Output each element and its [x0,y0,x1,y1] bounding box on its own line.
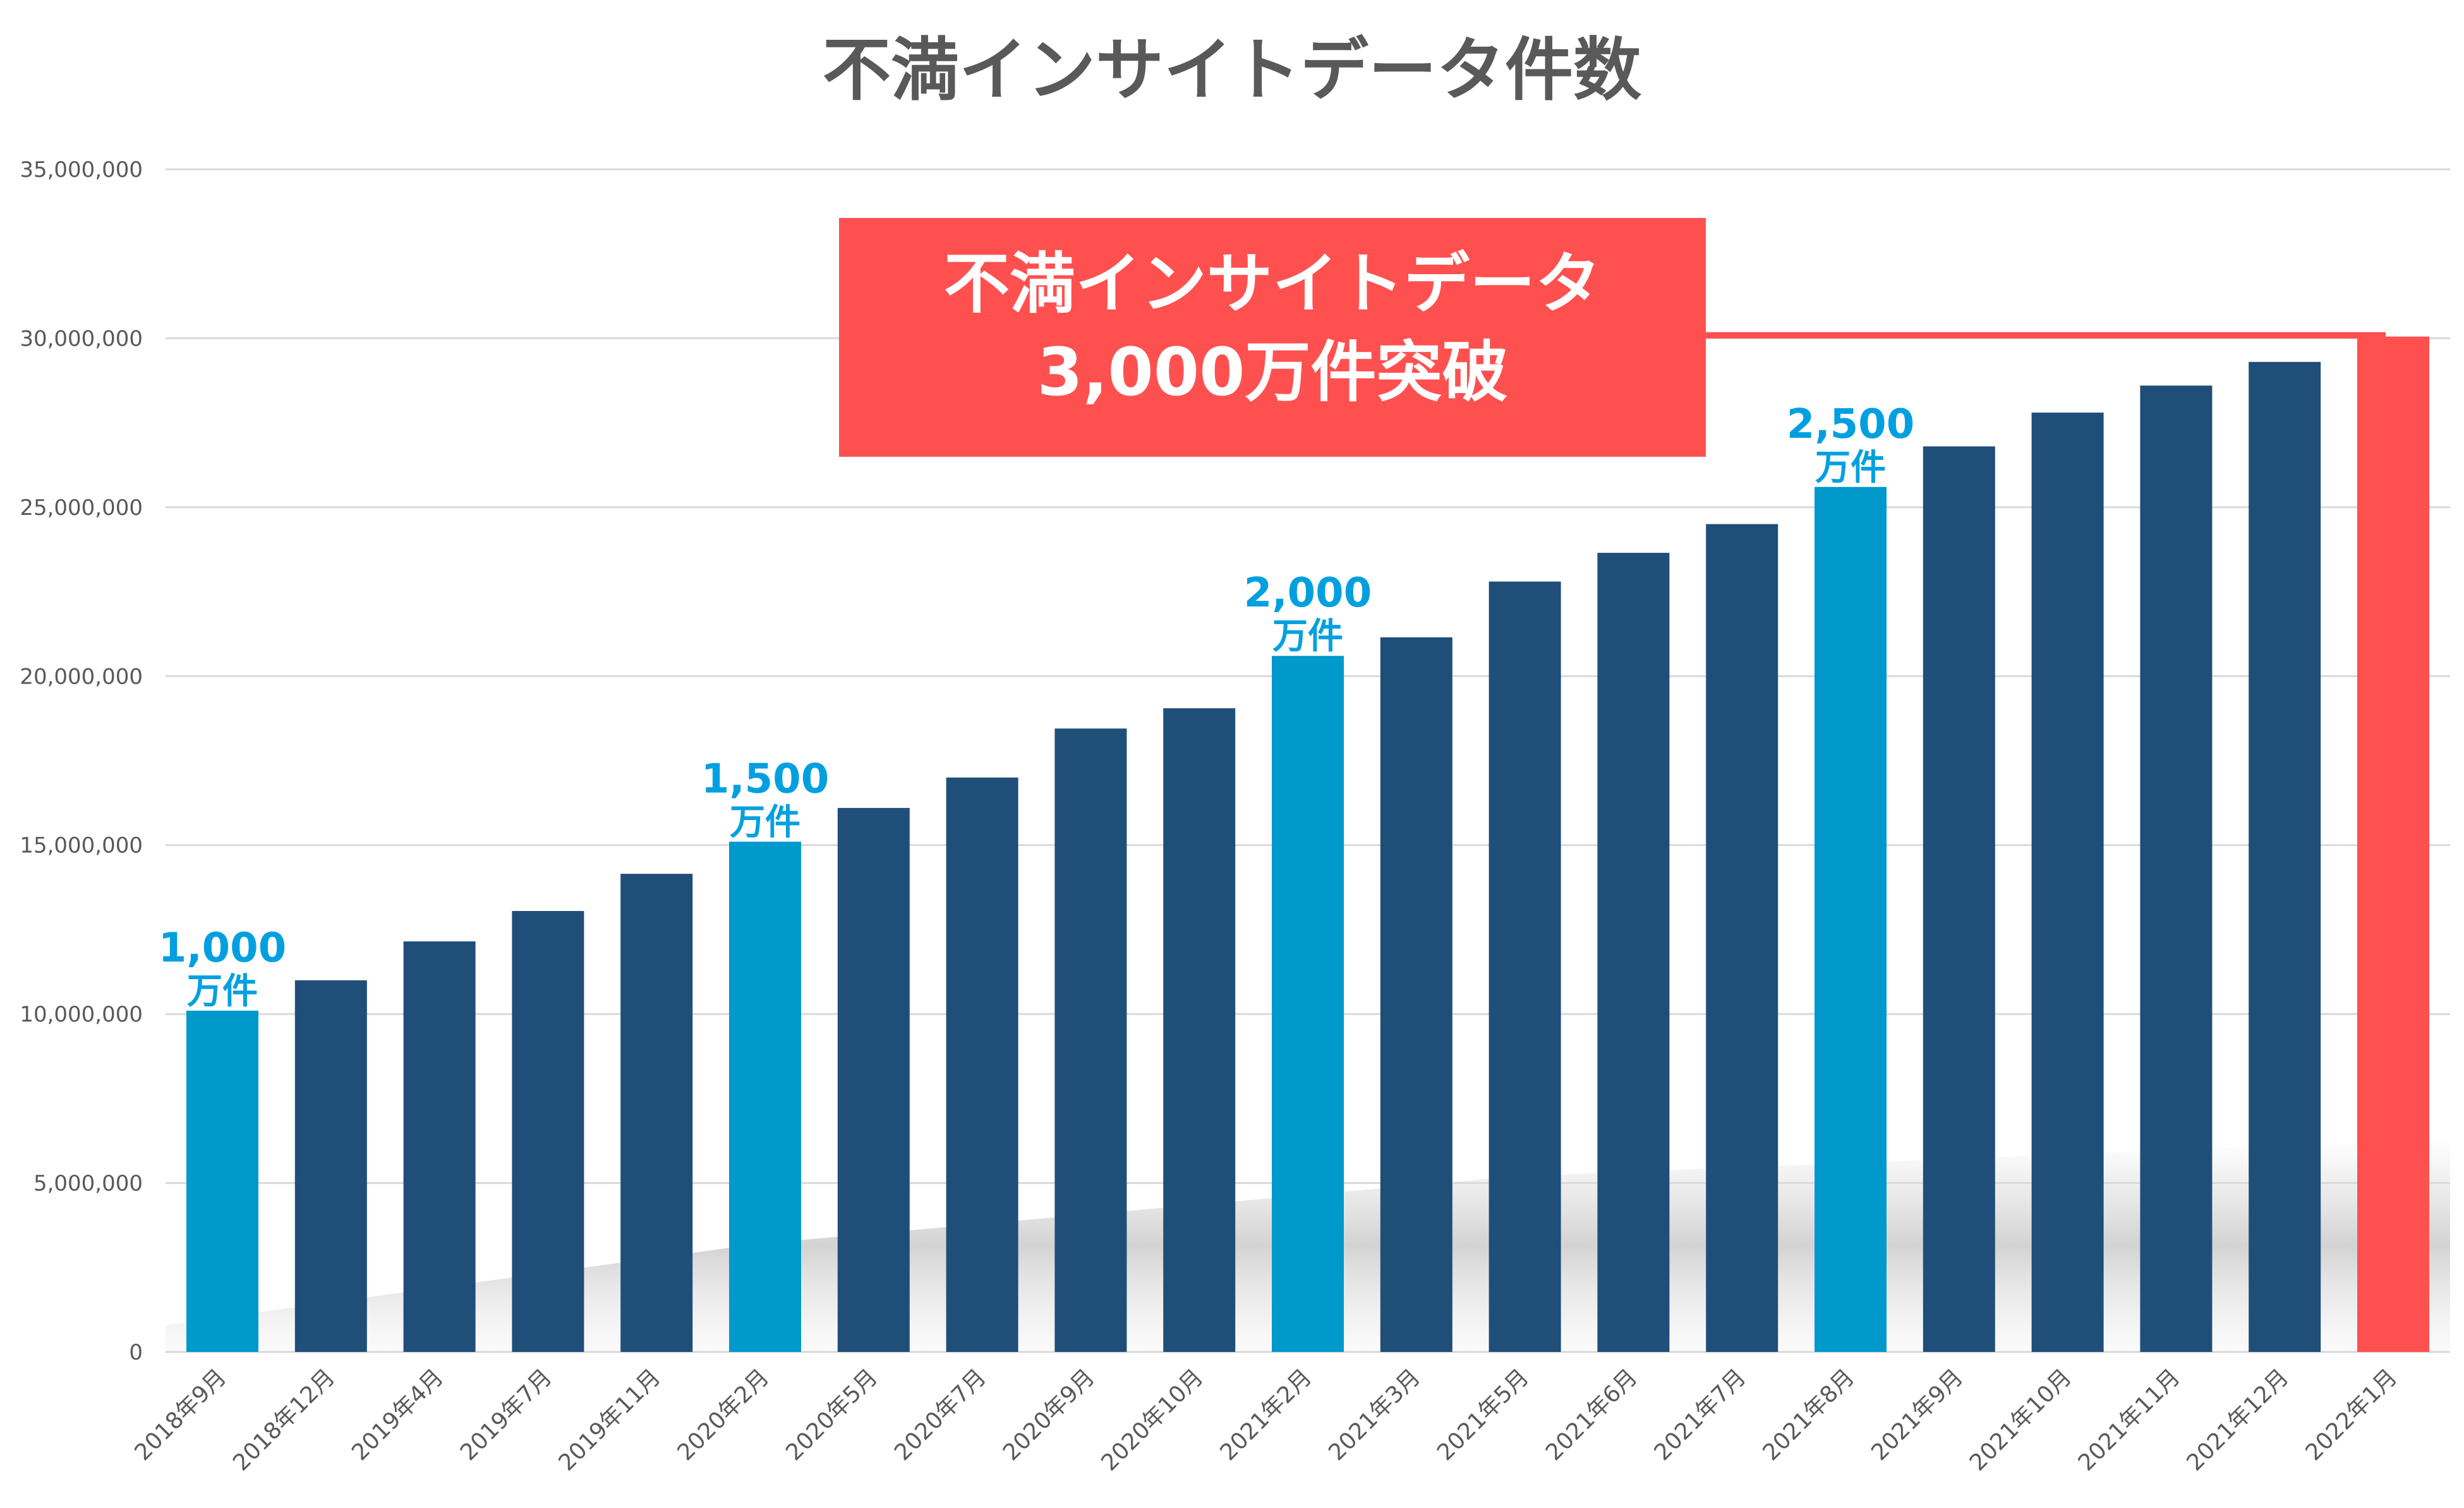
bar-item [1597,553,1670,1352]
bar-item [946,777,1018,1352]
bar-item [294,980,367,1352]
y-tick-label: 35,000,000 [20,157,143,183]
y-tick-label: 5,000,000 [33,1171,143,1197]
x-tick-label: 2021年6月 [1541,1364,1643,1466]
x-tick-label: 2018年9月 [130,1364,231,1466]
bar-item [1706,524,1779,1352]
x-tick-label: 2021年2月 [1215,1364,1317,1466]
bar-item [837,807,910,1352]
callout: 不満インサイトデータ 3,000万件突破 [839,218,2386,457]
chart-title: 不満インサイトデータ件数 [823,31,1641,110]
x-tick-label: 2019年7月 [456,1364,557,1466]
y-tick-label: 0 [129,1340,143,1365]
bar-item [1489,581,1561,1353]
bar-item [1923,446,1995,1352]
callout-line2: 3,000万件突破 [1037,334,1508,411]
y-tick-label: 10,000,000 [20,1002,143,1027]
milestone-value-label: 2,500 [1787,401,1914,448]
bar-item [2140,385,2213,1352]
y-tick-label: 15,000,000 [20,833,143,859]
bar-item [1163,708,1236,1352]
milestone-value-label: 2,000 [1244,570,1372,617]
bar-milestone [186,1010,258,1352]
x-tick-label: 2020年9月 [998,1364,1100,1466]
bar-item [403,941,476,1352]
bar-item [620,874,693,1352]
callout-line1: 不満インサイトデータ [944,245,1601,322]
y-axis-ticks: 0 5,000,000 10,000,000 15,000,000 20,000,000… [20,157,143,1365]
milestone-value-label: 1,000 [159,925,286,972]
x-tick-label: 2021年7月 [1650,1364,1751,1466]
x-tick-label: 2020年10月 [1096,1364,1208,1476]
x-tick-label: 2020年2月 [672,1364,774,1466]
x-tick-label: 2020年5月 [781,1364,883,1466]
x-tick-label: 2021年9月 [1866,1364,1968,1466]
bar-milestone [1815,486,1887,1353]
bar-item [2031,413,2104,1352]
x-tick-label: 2019年4月 [347,1364,449,1466]
bar-milestone [729,841,801,1352]
x-tick-label: 2021年3月 [1324,1364,1425,1466]
bar-item [2249,361,2321,1352]
y-tick-label: 20,000,000 [20,664,143,689]
x-tick-label: 2022年1月 [2300,1364,2402,1466]
x-tick-label: 2021年11月 [2074,1364,2185,1476]
bar-item [1380,637,1452,1353]
milestone-unit-label: 万件 [730,802,800,843]
milestone-value-label: 1,500 [701,756,829,802]
milestone-unit-label: 万件 [187,971,258,1012]
milestone-unit-label: 万件 [1272,616,1343,657]
x-tick-label: 2018年12月 [228,1364,340,1476]
milestone-unit-label: 万件 [1815,447,1886,488]
y-tick-label: 30,000,000 [20,326,143,351]
y-tick-label: 25,000,000 [20,495,143,521]
bar-highlight [2357,336,2429,1352]
bar-item [512,911,584,1352]
x-tick-label: 2021年12月 [2182,1364,2293,1476]
bars [186,336,2429,1353]
x-tick-label: 2020年7月 [890,1364,991,1466]
bar-item [1054,728,1127,1352]
x-tick-label: 2021年5月 [1432,1364,1534,1466]
x-tick-label: 2019年11月 [553,1364,665,1476]
x-tick-label: 2021年8月 [1758,1364,1859,1466]
callout-box [839,218,1706,457]
bar-milestone [1272,656,1344,1352]
x-tick-label: 2021年10月 [1965,1364,2077,1476]
